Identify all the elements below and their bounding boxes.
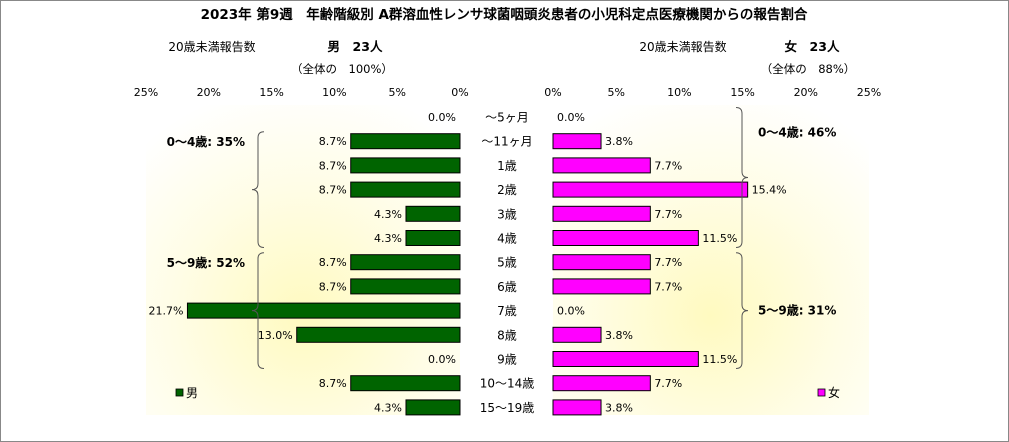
- category-label: 9歳: [497, 353, 517, 367]
- female-data-label: 7.7%: [654, 280, 682, 293]
- category-label: 8歳: [497, 328, 517, 342]
- female-data-label: 11.5%: [702, 353, 737, 366]
- category-label: 7歳: [497, 304, 517, 318]
- x-tick-label-male: 15%: [259, 86, 283, 99]
- male-bar: [350, 375, 461, 392]
- category-label: 3歳: [497, 207, 517, 221]
- male-bar: [296, 326, 461, 343]
- category-label: 5歳: [497, 256, 517, 270]
- male-data-label: 0.0%: [428, 111, 456, 124]
- female-data-label: 0.0%: [557, 111, 585, 124]
- female-data-label: 3.8%: [605, 329, 633, 342]
- male-bar: [350, 278, 461, 295]
- male-data-label: 4.3%: [374, 401, 402, 414]
- male-header-count: 男 23人: [328, 39, 383, 54]
- category-label: ～11ヶ月: [481, 135, 532, 149]
- category-label: 6歳: [497, 280, 517, 294]
- female-bar: [552, 205, 651, 222]
- male-bar: [350, 181, 461, 198]
- x-tick-label-female: 20%: [794, 86, 818, 99]
- age-group-brace: [735, 252, 749, 369]
- legend-female-label: 女: [828, 385, 840, 400]
- male-bar: [405, 399, 461, 416]
- female-bar: [552, 157, 651, 174]
- category-label: 2歳: [497, 183, 517, 197]
- x-tick-label-male: 0%: [451, 86, 468, 99]
- male-data-label: 0.0%: [428, 353, 456, 366]
- category-label: 10～14歳: [480, 377, 535, 391]
- female-data-label: 7.7%: [654, 208, 682, 221]
- age-group-label: 5～9歳: 52%: [167, 255, 245, 270]
- female-header-count: 女 23人: [785, 39, 840, 54]
- male-data-label: 4.3%: [374, 232, 402, 245]
- male-header-total: （全体の 100%）: [291, 62, 393, 76]
- x-tick-label-male: 25%: [134, 86, 158, 99]
- age-group-label: 0～4歳: 35%: [167, 134, 245, 149]
- female-bar: [552, 133, 602, 150]
- male-data-label: 8.7%: [319, 280, 347, 293]
- male-data-label: 4.3%: [374, 208, 402, 221]
- x-tick-label-male: 20%: [197, 86, 221, 99]
- female-data-label: 7.7%: [654, 159, 682, 172]
- male-data-label: 8.7%: [319, 256, 347, 269]
- x-tick-label-female: 5%: [607, 86, 624, 99]
- female-header-note: 20歳未満報告数: [639, 39, 726, 54]
- male-bar: [350, 254, 461, 271]
- male-bar: [350, 133, 461, 150]
- female-data-label: 3.8%: [605, 401, 633, 414]
- x-tick-label-female: 10%: [667, 86, 691, 99]
- male-bar: [186, 302, 461, 319]
- female-data-label: 7.7%: [654, 377, 682, 390]
- male-data-label: 8.7%: [319, 135, 347, 148]
- age-category-labels: ～5ヶ月 ～11ヶ月 1歳 2歳 3歳 4歳 5歳 6歳 7歳 8歳 9歳 10～14歳 15～19歳: [480, 111, 535, 415]
- legend-female-swatch: [817, 388, 826, 397]
- female-data-label: 3.8%: [605, 135, 633, 148]
- female-data-label: 7.7%: [654, 256, 682, 269]
- female-bar: [552, 278, 651, 295]
- male-bar: [405, 205, 461, 222]
- female-header-total: （全体の 88%）: [761, 62, 856, 76]
- x-tick-label-female: 0%: [544, 86, 561, 99]
- x-tick-label-female: 15%: [730, 86, 754, 99]
- female-data-label: 15.4%: [752, 184, 787, 197]
- male-data-label: 8.7%: [319, 377, 347, 390]
- male-header-note: 20歳未満報告数: [168, 39, 255, 54]
- female-bar: [552, 230, 699, 246]
- category-label: 15～19歳: [480, 401, 535, 415]
- category-label: ～5ヶ月: [485, 111, 529, 125]
- category-label: 1歳: [497, 159, 517, 173]
- female-data-label: 11.5%: [702, 232, 737, 245]
- age-group-brace: [735, 107, 749, 248]
- male-data-label: 21.7%: [148, 305, 183, 318]
- female-panel: 20歳未満報告数 女 23人 （全体の 88%） 0% 5% 10% 15% 20% 25…: [544, 39, 881, 416]
- female-bar: [552, 351, 699, 367]
- male-data-label: 13.0%: [258, 329, 293, 342]
- female-bar: [552, 181, 749, 198]
- age-group-brace: [251, 131, 265, 248]
- legend-male-swatch: [175, 388, 184, 397]
- male-data-label: 8.7%: [319, 159, 347, 172]
- female-bar: [552, 326, 602, 343]
- category-label: 4歳: [497, 232, 517, 246]
- x-tick-label-female: 25%: [857, 86, 881, 99]
- female-bar: [552, 254, 651, 271]
- male-bar: [350, 157, 461, 174]
- male-data-label: 8.7%: [319, 184, 347, 197]
- legend-male-label: 男: [186, 386, 198, 400]
- age-group-label: 5～9歳: 31%: [758, 303, 836, 318]
- x-tick-label-male: 5%: [388, 86, 405, 99]
- age-group-brace: [251, 252, 265, 369]
- chart-title: 2023年 第9週 年齢階級別 A群溶血性レンサ球菌咽頭炎患者の小児科定点医療機…: [201, 6, 808, 23]
- male-panel: 20歳未満報告数 男 23人 （全体の 100%） 25% 20% 15% 10% 5%…: [134, 39, 469, 416]
- female-bar: [552, 399, 602, 416]
- age-group-label: 0～4歳: 46%: [758, 125, 836, 140]
- male-bar: [405, 230, 461, 246]
- x-tick-label-male: 10%: [322, 86, 346, 99]
- female-data-label: 0.0%: [557, 305, 585, 318]
- female-bar: [552, 375, 651, 392]
